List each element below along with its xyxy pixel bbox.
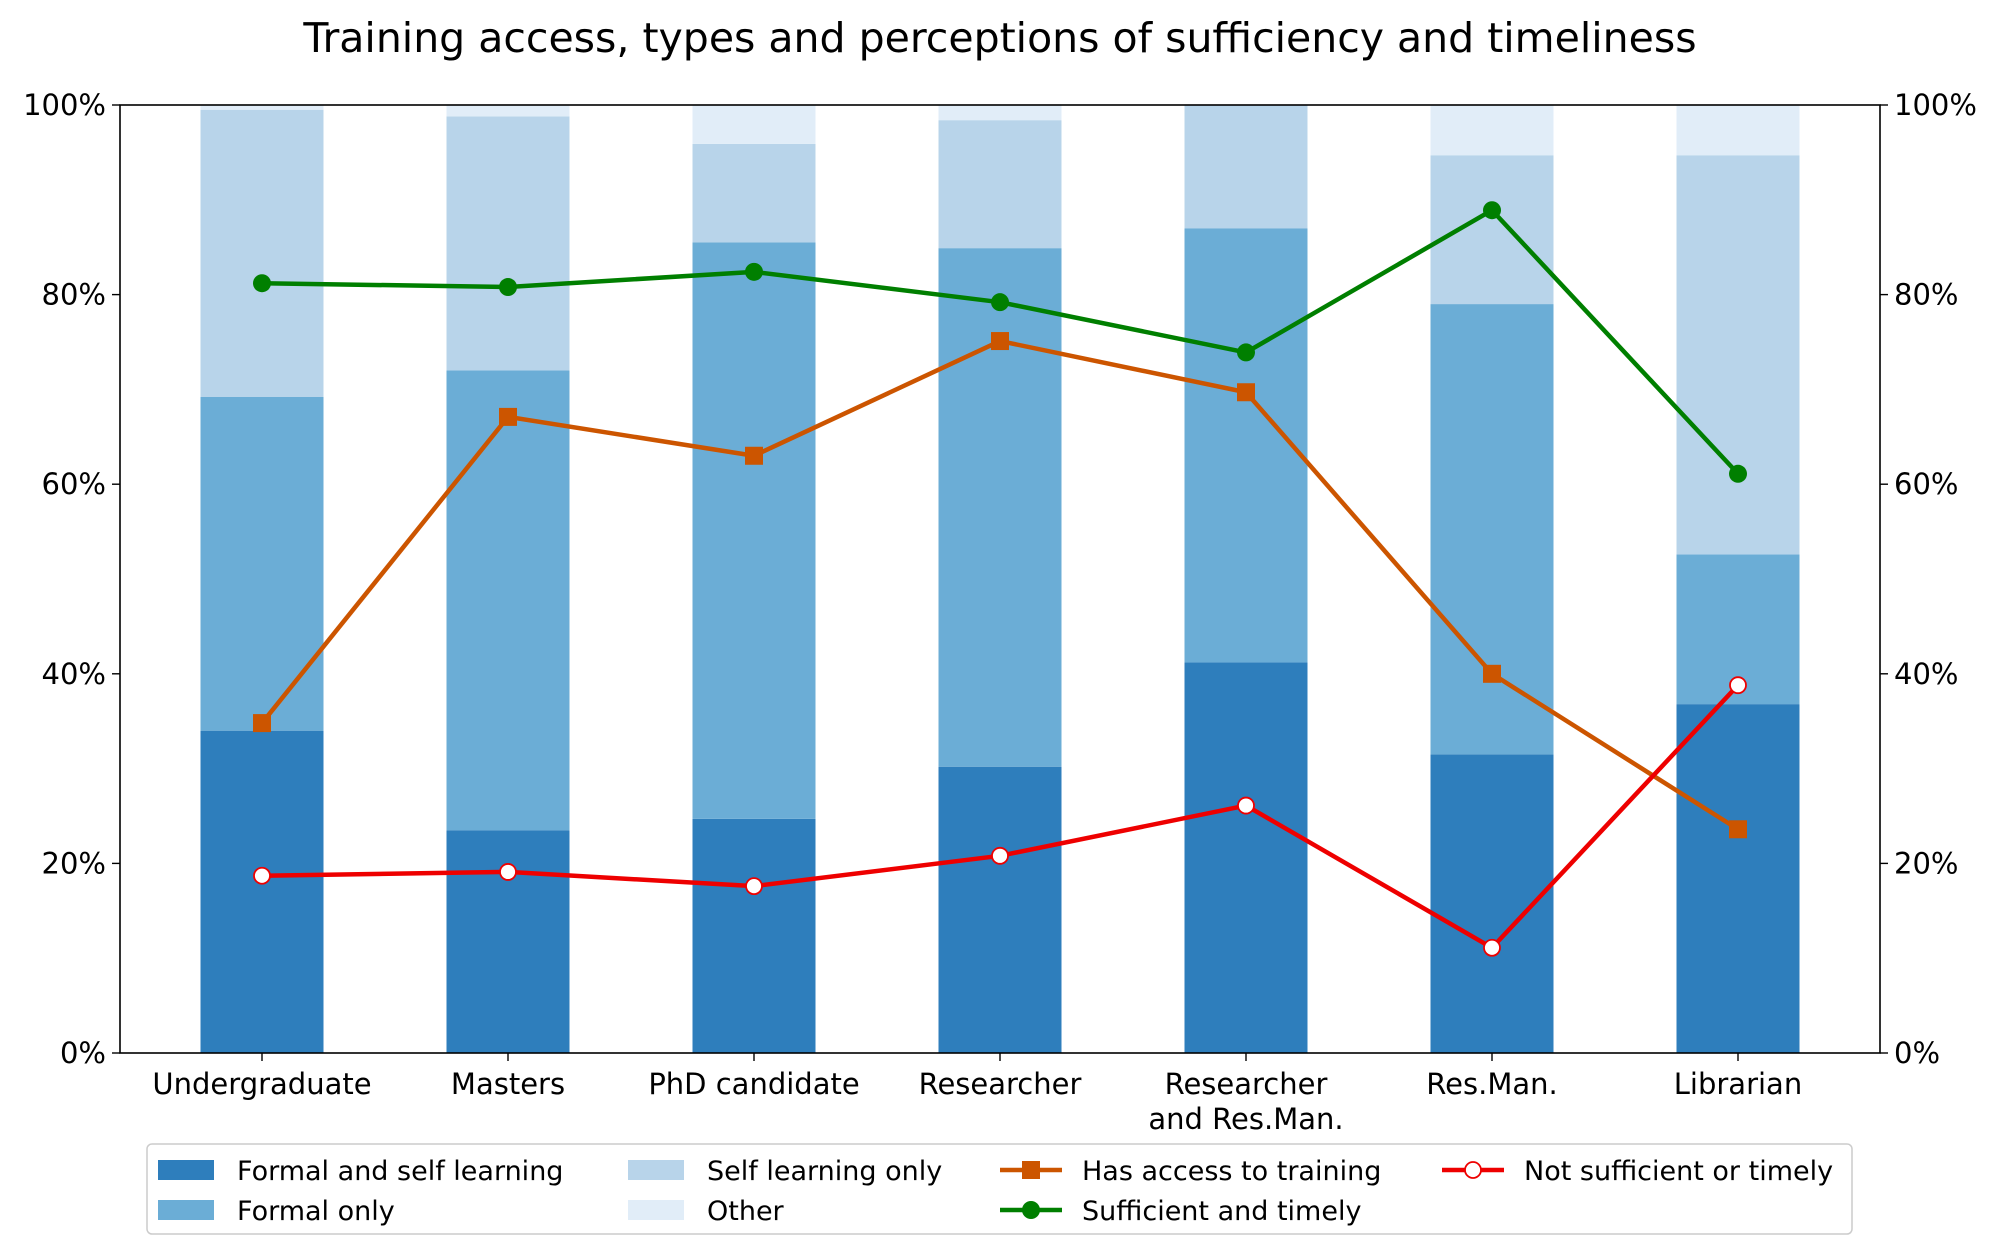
y-tick-label-left: 80% bbox=[42, 278, 106, 312]
axes-layer: 0% 0% 20% 20% 40% 40% 60% 60% 80% 80% 100% 100% Unde… bbox=[23, 88, 1977, 1136]
x-tick-label: Researcher bbox=[1165, 1067, 1328, 1101]
x-tick-label: Librarian bbox=[1674, 1067, 1802, 1101]
bar-other bbox=[200, 105, 324, 110]
legend-label: Sufficient and timely bbox=[1082, 1196, 1361, 1227]
legend-label: Has access to training bbox=[1082, 1156, 1381, 1187]
y-tick-label-left: 100% bbox=[23, 88, 106, 122]
bar-self-learning-only bbox=[1430, 155, 1554, 305]
x-tick-label: Res.Man. bbox=[1426, 1067, 1557, 1101]
legend-label: Formal only bbox=[237, 1196, 395, 1227]
marker-has-access-to-training bbox=[991, 332, 1009, 351]
bar-self-learning-only bbox=[938, 120, 1062, 249]
legend-label: Self learning only bbox=[707, 1156, 942, 1187]
bar-self-learning-only bbox=[446, 116, 570, 371]
marker-not-sufficient-or-timely bbox=[1483, 938, 1501, 957]
legend-swatch-formal-and-self-learning bbox=[158, 1160, 214, 1180]
bar-other bbox=[446, 105, 570, 117]
lines-layer bbox=[253, 201, 1747, 957]
marker-has-access-to-training bbox=[499, 407, 517, 426]
y-tick-label-left: 60% bbox=[42, 467, 106, 501]
bar-other bbox=[1676, 105, 1800, 156]
marker-not-sufficient-or-timely bbox=[1237, 796, 1255, 815]
bar-formal-only bbox=[1430, 304, 1554, 755]
y-tick-label-right: 0% bbox=[1894, 1036, 1940, 1070]
legend-marker-open-circle-icon bbox=[1464, 1161, 1482, 1179]
y-tick-label-right: 80% bbox=[1894, 278, 1958, 312]
x-tick-label: Researcher bbox=[919, 1067, 1082, 1101]
marker-sufficient-and-timely bbox=[1729, 464, 1747, 483]
bars-layer bbox=[200, 105, 1800, 1053]
chart-title: Training access, types and perceptions o… bbox=[302, 14, 1696, 62]
marker-sufficient-and-timely bbox=[1237, 343, 1255, 362]
marker-sufficient-and-timely bbox=[991, 293, 1009, 312]
bar-formal-and-self-learning bbox=[1676, 704, 1800, 1053]
x-tick-label: Masters bbox=[451, 1067, 565, 1101]
bar-formal-only bbox=[200, 396, 324, 731]
y-tick-label-right: 100% bbox=[1894, 88, 1977, 122]
bar-self-learning-only bbox=[1184, 105, 1308, 229]
legend-marker-square-icon bbox=[1022, 1161, 1040, 1179]
y-tick-label-right: 40% bbox=[1894, 657, 1958, 691]
legend-box bbox=[146, 1143, 1853, 1235]
y-tick-label-left: 0% bbox=[60, 1036, 106, 1070]
marker-has-access-to-training bbox=[1483, 664, 1501, 683]
bar-formal-only bbox=[938, 248, 1062, 767]
bar-other bbox=[692, 105, 816, 144]
legend-swatch-self-learning-only bbox=[628, 1160, 684, 1180]
bar-formal-only bbox=[446, 370, 570, 831]
y-tick-label-right: 20% bbox=[1894, 846, 1958, 880]
bar-other bbox=[938, 105, 1062, 121]
marker-has-access-to-training bbox=[1729, 820, 1747, 839]
marker-not-sufficient-or-timely bbox=[253, 866, 271, 885]
marker-sufficient-and-timely bbox=[253, 274, 271, 293]
bar-self-learning-only bbox=[200, 109, 324, 397]
legend-swatch-formal-only bbox=[158, 1200, 214, 1220]
marker-not-sufficient-or-timely bbox=[991, 846, 1009, 865]
marker-sufficient-and-timely bbox=[1483, 201, 1501, 220]
legend-label: Not sufficient or timely bbox=[1524, 1156, 1833, 1187]
y-tick-label-right: 60% bbox=[1894, 467, 1958, 501]
bar-formal-only bbox=[692, 242, 816, 819]
bar-formal-and-self-learning bbox=[692, 818, 816, 1053]
marker-not-sufficient-or-timely bbox=[1729, 676, 1747, 695]
legend-swatch-other bbox=[628, 1200, 684, 1220]
marker-sufficient-and-timely bbox=[499, 278, 517, 297]
legend: Formal and self learning Formal only Self … bbox=[146, 1143, 1853, 1235]
bar-formal-and-self-learning bbox=[938, 766, 1062, 1053]
legend-label: Other bbox=[707, 1196, 785, 1227]
bar-formal-only bbox=[1184, 228, 1308, 663]
bar-formal-and-self-learning bbox=[1184, 662, 1308, 1053]
bar-formal-and-self-learning bbox=[200, 730, 324, 1053]
marker-has-access-to-training bbox=[253, 714, 271, 733]
legend-label: Formal and self learning bbox=[237, 1156, 563, 1187]
y-tick-label-left: 40% bbox=[42, 657, 106, 691]
bar-other bbox=[1430, 105, 1554, 156]
x-tick-label: and Res.Man. bbox=[1148, 1102, 1343, 1136]
x-tick-label: Undergraduate bbox=[152, 1067, 371, 1101]
bar-self-learning-only bbox=[692, 143, 816, 243]
marker-not-sufficient-or-timely bbox=[745, 877, 763, 896]
marker-sufficient-and-timely bbox=[745, 262, 763, 281]
y-tick-label-left: 20% bbox=[42, 846, 106, 880]
x-tick-label: PhD candidate bbox=[648, 1067, 859, 1101]
marker-has-access-to-training bbox=[1237, 383, 1255, 402]
legend-marker-circle-icon bbox=[1022, 1201, 1040, 1219]
marker-has-access-to-training bbox=[745, 446, 763, 465]
bar-self-learning-only bbox=[1676, 155, 1800, 555]
marker-not-sufficient-or-timely bbox=[499, 863, 517, 881]
